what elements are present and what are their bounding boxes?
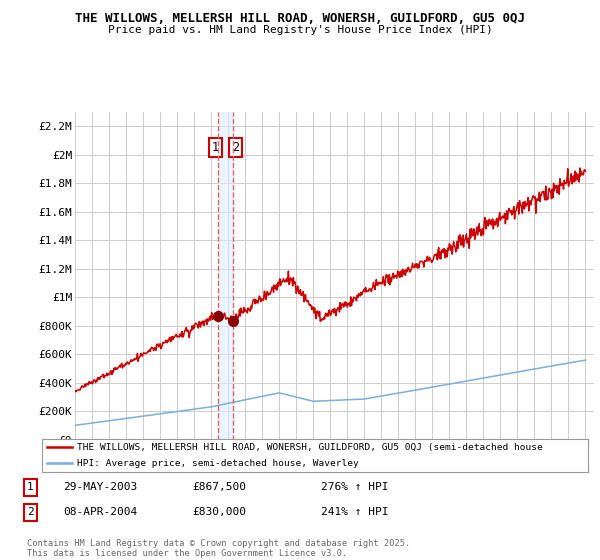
Text: 276% ↑ HPI: 276% ↑ HPI: [321, 482, 389, 492]
Text: 29-MAY-2003: 29-MAY-2003: [63, 482, 137, 492]
Text: THE WILLOWS, MELLERSH HILL ROAD, WONERSH, GUILDFORD, GU5 0QJ (semi-detached hous: THE WILLOWS, MELLERSH HILL ROAD, WONERSH…: [77, 442, 543, 452]
Text: Price paid vs. HM Land Registry's House Price Index (HPI): Price paid vs. HM Land Registry's House …: [107, 25, 493, 35]
Text: THE WILLOWS, MELLERSH HILL ROAD, WONERSH, GUILDFORD, GU5 0QJ: THE WILLOWS, MELLERSH HILL ROAD, WONERSH…: [75, 12, 525, 25]
Text: 241% ↑ HPI: 241% ↑ HPI: [321, 507, 389, 517]
Text: £830,000: £830,000: [192, 507, 246, 517]
Text: 2: 2: [27, 507, 34, 517]
Text: 2: 2: [232, 141, 239, 154]
Text: 1: 1: [211, 141, 218, 154]
Text: HPI: Average price, semi-detached house, Waverley: HPI: Average price, semi-detached house,…: [77, 459, 359, 468]
Text: Contains HM Land Registry data © Crown copyright and database right 2025.
This d: Contains HM Land Registry data © Crown c…: [27, 539, 410, 558]
Text: 08-APR-2004: 08-APR-2004: [63, 507, 137, 517]
Text: £867,500: £867,500: [192, 482, 246, 492]
Text: 1: 1: [27, 482, 34, 492]
Bar: [218, 112, 233, 440]
